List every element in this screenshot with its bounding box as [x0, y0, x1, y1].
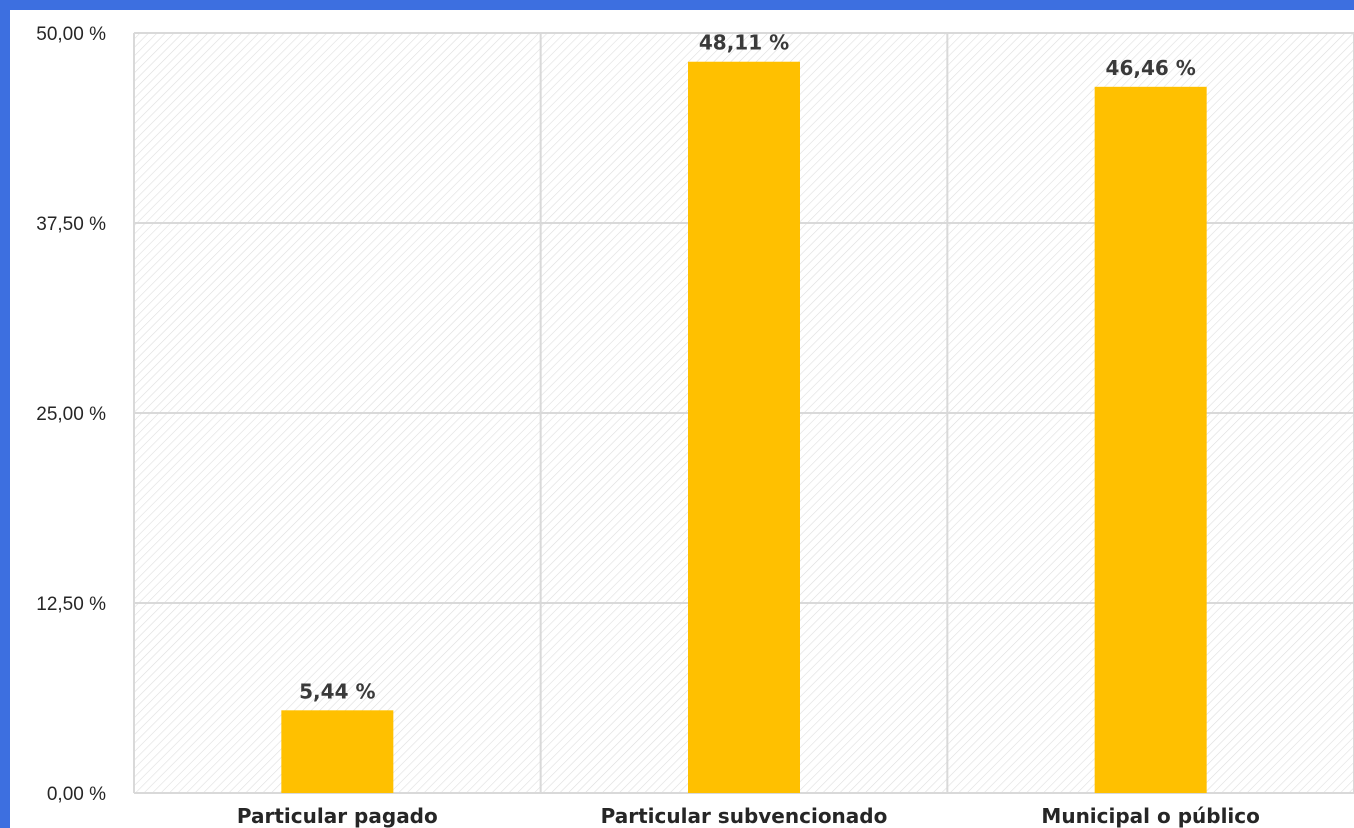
y-tick-label: 50,00 % — [36, 24, 106, 45]
chart-frame: 0,00 % 12,50 % 25,00 % 37,50 % 50,00 % 5,44 … — [10, 10, 1354, 828]
x-tick-label: Particular pagado — [237, 804, 438, 828]
y-tick-label: 37,50 % — [36, 214, 106, 235]
data-label: 46,46 % — [1106, 56, 1196, 80]
data-labels: 5,44 % 48,11 % 46,46 % — [299, 31, 1196, 704]
y-tick-label: 25,00 % — [36, 404, 106, 425]
x-axis: Particular pagado Particular subvencionad… — [237, 804, 1260, 828]
data-label: 48,11 % — [699, 31, 789, 55]
bar-0 — [281, 710, 394, 793]
bar-chart: 0,00 % 12,50 % 25,00 % 37,50 % 50,00 % 5,44 … — [36, 24, 1354, 828]
bar-2 — [1094, 86, 1207, 794]
y-axis: 0,00 % 12,50 % 25,00 % 37,50 % 50,00 % — [36, 24, 106, 805]
data-label: 5,44 % — [299, 679, 375, 703]
y-tick-label: 0,00 % — [47, 784, 106, 805]
y-tick-label: 12,50 % — [36, 594, 106, 615]
bar-1 — [688, 61, 800, 793]
x-tick-label: Particular subvencionado — [601, 804, 888, 828]
bars — [281, 61, 1207, 794]
x-tick-label: Municipal o público — [1041, 804, 1259, 828]
